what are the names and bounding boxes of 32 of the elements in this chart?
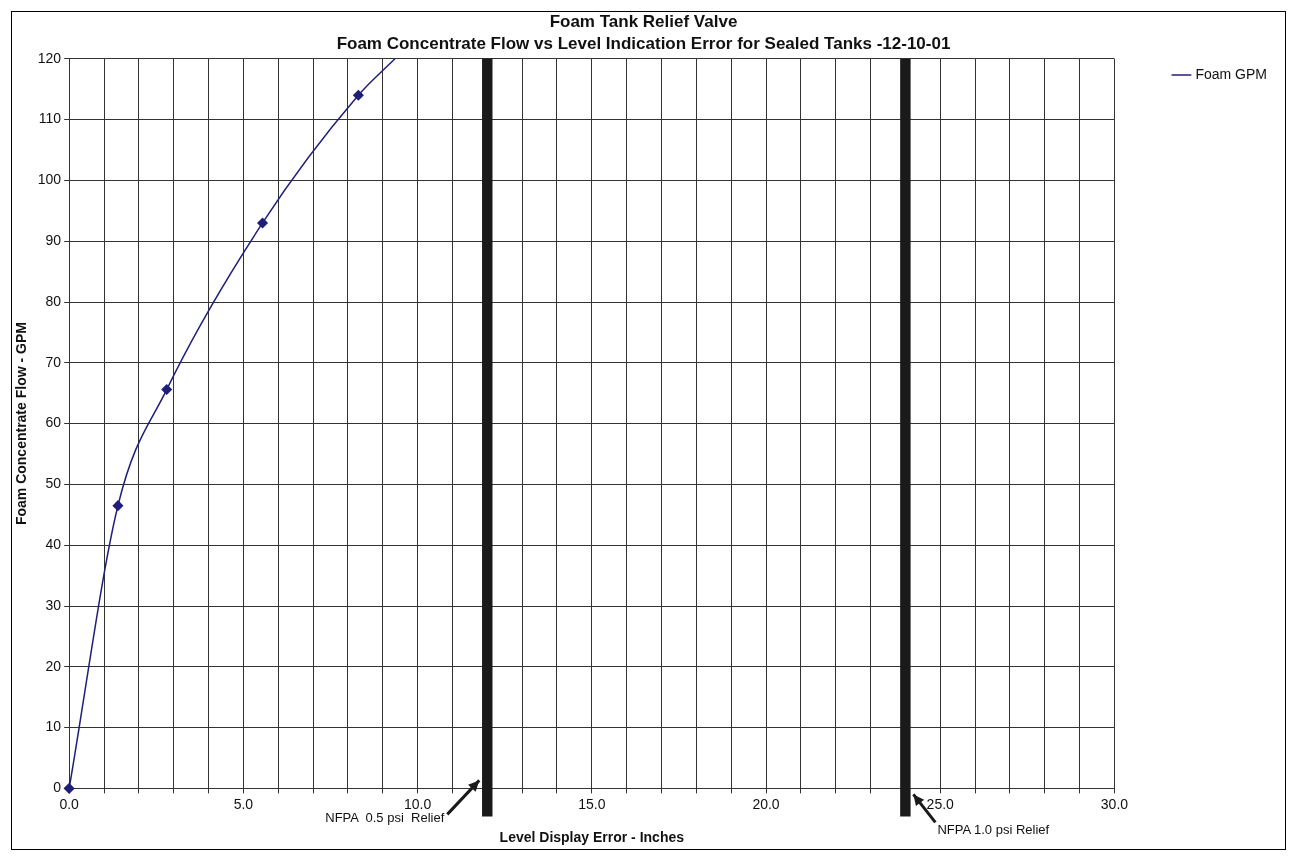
y-tick-label: 120 bbox=[37, 49, 62, 66]
x-tick-label: 0.0 bbox=[59, 795, 80, 812]
point bbox=[112, 500, 124, 511]
y-tick-label: 0 bbox=[53, 779, 62, 796]
y-tick-label: 100 bbox=[37, 171, 62, 188]
legend-label: Foam GPM bbox=[1195, 65, 1268, 82]
y-tick-label: 30 bbox=[45, 596, 62, 613]
x-tick-label: 10.0 bbox=[403, 795, 432, 812]
y-axis-title: Foam Concentrate Flow - GPM bbox=[13, 322, 30, 526]
point bbox=[161, 384, 172, 395]
chart-subtitle: Foam Concentrate Flow vs Level Indication Error for Sealed Tanks -12-10-01 bbox=[336, 34, 951, 54]
y-tick-label: 80 bbox=[45, 292, 62, 309]
y-tick-label: 10 bbox=[45, 718, 62, 735]
chart-title: Foam Tank Relief Valve bbox=[549, 11, 738, 31]
point bbox=[63, 783, 75, 794]
point bbox=[353, 90, 364, 101]
y-tick-label: 50 bbox=[45, 475, 62, 492]
x-tick-label: 20.0 bbox=[752, 795, 780, 812]
y-tick-label: 110 bbox=[38, 110, 62, 127]
x-tick-label: 15.0 bbox=[578, 795, 606, 812]
y-tick-label: 90 bbox=[45, 232, 62, 249]
y-tick-label: 70 bbox=[45, 353, 62, 370]
band-label: NFPA 0.5 psi Relief bbox=[325, 809, 445, 825]
point bbox=[257, 217, 268, 229]
x-tick-label: 5.0 bbox=[233, 795, 254, 812]
band-label: NFPA 1.0 psi Relief bbox=[937, 821, 1050, 837]
x-tick-label: 30.0 bbox=[1100, 795, 1129, 812]
x-tick-label: 25.0 bbox=[926, 795, 955, 812]
y-tick-label: 60 bbox=[45, 414, 62, 431]
x-axis-title: Level Display Error - Inches bbox=[499, 829, 685, 846]
y-tick-label: 20 bbox=[45, 657, 62, 674]
y-tick-label: 40 bbox=[45, 536, 62, 553]
